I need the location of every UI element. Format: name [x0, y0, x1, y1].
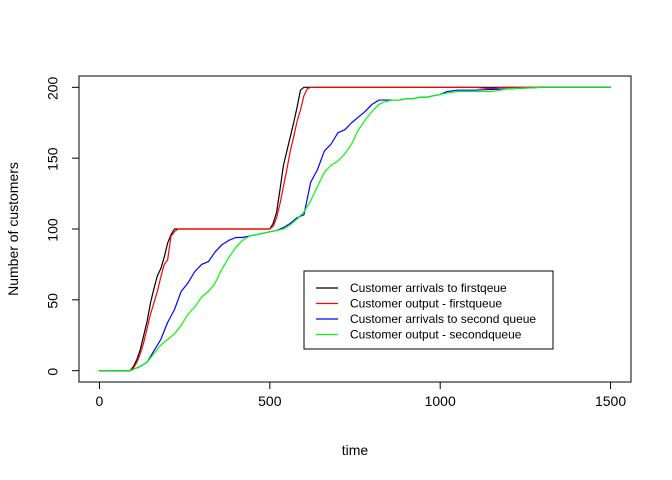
x-tick-label: 1000	[425, 393, 456, 409]
x-axis-label: time	[342, 442, 369, 458]
x-axis: 0 500 1000 1500	[96, 381, 626, 409]
y-tick-label: 150	[45, 147, 61, 171]
series-line-2	[98, 86, 612, 372]
legend-box	[303, 270, 554, 350]
legend-label-1: Customer arrivals to firstqeue	[350, 281, 507, 295]
y-axis-label: Number of customers	[5, 162, 21, 296]
legend-label-3: Customer arrivals to second queue	[350, 312, 536, 326]
legend-label-2: Customer output - firstqueue	[350, 297, 502, 311]
x-tick-label: 500	[258, 393, 282, 409]
y-tick-label: 100	[45, 218, 61, 242]
y-tick-label: 0	[45, 368, 61, 376]
legend-label-4: Customer output - secondqueue	[350, 328, 522, 342]
x-tick-label: 0	[96, 393, 104, 409]
legend: Customer arrivals to firstqeue Customer o…	[303, 270, 554, 350]
y-tick-label: 50	[45, 293, 61, 309]
y-tick-label: 200	[45, 76, 61, 100]
series-lines	[98, 86, 612, 372]
y-axis: 0 50 100 150 200	[45, 76, 80, 376]
series-line-4	[98, 86, 612, 372]
x-tick-label: 1500	[595, 393, 626, 409]
